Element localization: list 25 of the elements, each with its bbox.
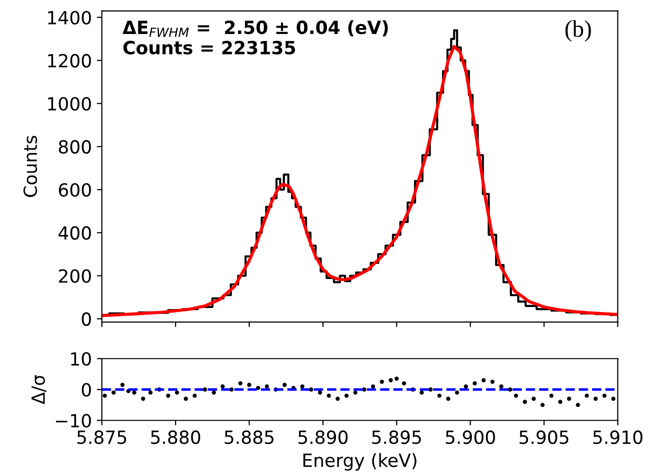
y-tick-label: 10 xyxy=(71,352,91,366)
y-tick-label: 0 xyxy=(82,382,91,397)
y-tick-label: 1200 xyxy=(48,54,91,68)
y-tick-label: 600 xyxy=(58,183,91,197)
x-tick-label: 5.875 xyxy=(77,430,126,444)
y-tick-label: 0 xyxy=(82,312,91,326)
x-tick-label: 5.880 xyxy=(151,430,200,444)
x-tick-label: 5.910 xyxy=(593,430,642,444)
y-axis-title: Counts xyxy=(23,136,38,197)
x-tick-label: 5.895 xyxy=(372,430,421,444)
x-axis-title: Energy (keV) xyxy=(303,453,416,471)
annotation: ΔE$_{FWHM}$ = 2.50 ± 0.04 (eV) xyxy=(122,20,388,37)
annotation: (b) xyxy=(565,20,591,42)
y-tick-label: −10 xyxy=(56,414,91,428)
y-tick-label: 1000 xyxy=(48,96,91,111)
y-tick-label: 1400 xyxy=(48,10,91,24)
x-tick-label: 5.905 xyxy=(520,430,568,444)
x-tick-label: 5.900 xyxy=(446,430,495,444)
y-tick-label: 800 xyxy=(58,140,91,154)
annotation: Counts = 223135 xyxy=(123,40,296,54)
x-tick-label: 5.885 xyxy=(224,430,274,444)
y-tick-label: 200 xyxy=(58,269,91,283)
y-tick-label: 400 xyxy=(58,226,91,240)
x-tick-label: 5.890 xyxy=(298,430,348,444)
y-axis-title: Δ/σ xyxy=(32,375,46,404)
